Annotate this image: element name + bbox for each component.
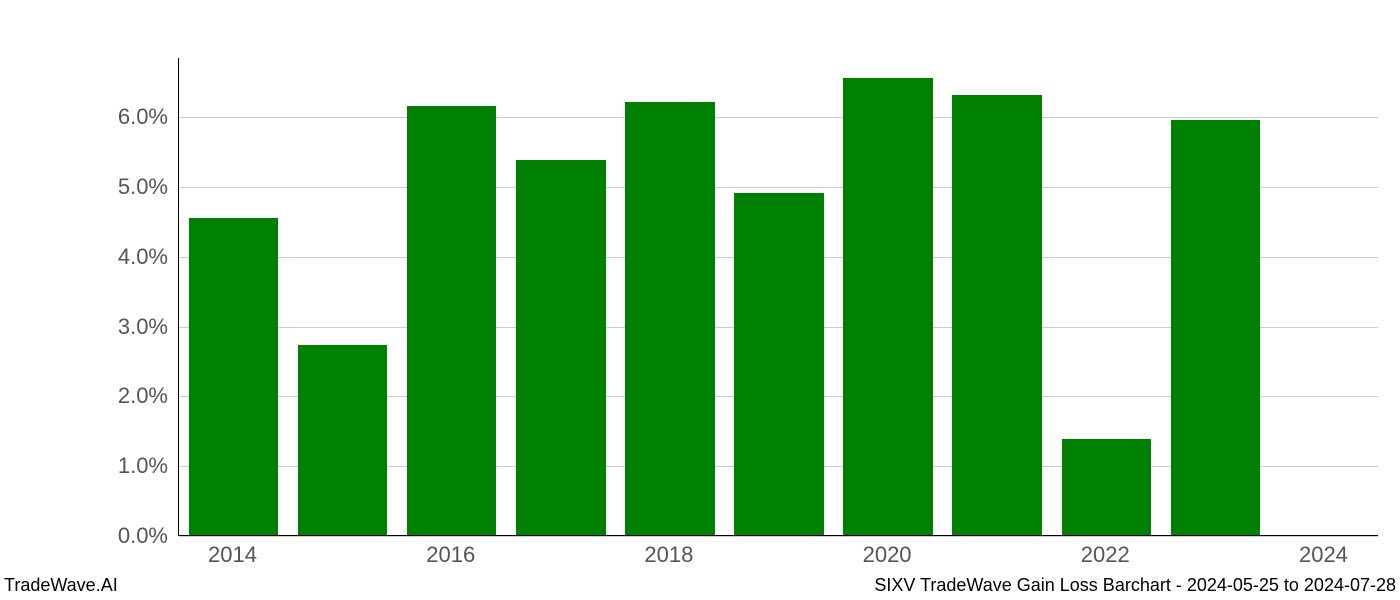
- bar: [952, 95, 1041, 535]
- xtick-label: 2016: [426, 542, 475, 568]
- ytick-label: 2.0%: [118, 383, 168, 409]
- bar: [1171, 120, 1260, 535]
- chart-container: TradeWave.AI SIXV TradeWave Gain Loss Ba…: [0, 0, 1400, 600]
- xtick-label: 2018: [644, 542, 693, 568]
- ytick-label: 6.0%: [118, 104, 168, 130]
- bar: [189, 218, 278, 536]
- bar: [1062, 439, 1151, 535]
- ytick-label: 4.0%: [118, 244, 168, 270]
- ytick-label: 5.0%: [118, 174, 168, 200]
- gridline: [179, 536, 1378, 537]
- bar: [843, 78, 932, 535]
- xtick-label: 2024: [1299, 542, 1348, 568]
- bar: [734, 193, 823, 535]
- gridline: [179, 117, 1378, 118]
- footer-left: TradeWave.AI: [4, 575, 118, 596]
- bar: [625, 102, 714, 535]
- footer-right: SIXV TradeWave Gain Loss Barchart - 2024…: [874, 575, 1396, 596]
- xtick-label: 2022: [1081, 542, 1130, 568]
- bar: [516, 160, 605, 535]
- ytick-label: 1.0%: [118, 453, 168, 479]
- bar: [298, 345, 387, 535]
- xtick-label: 2014: [208, 542, 257, 568]
- plot-area: [178, 58, 1378, 536]
- ytick-label: 0.0%: [118, 523, 168, 549]
- xtick-label: 2020: [863, 542, 912, 568]
- ytick-label: 3.0%: [118, 314, 168, 340]
- bar: [407, 106, 496, 535]
